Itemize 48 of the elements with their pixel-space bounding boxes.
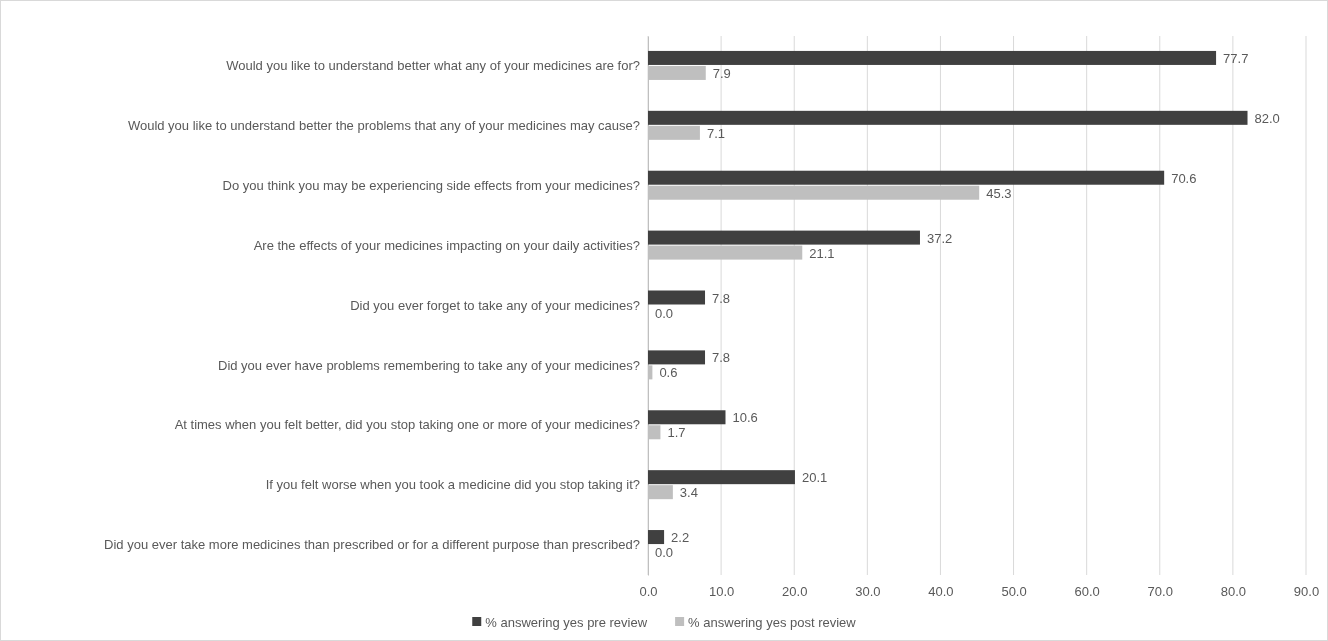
bar bbox=[648, 50, 1217, 65]
x-tick-label: 70.0 bbox=[1147, 584, 1173, 600]
bar bbox=[648, 110, 1248, 125]
bar bbox=[648, 290, 706, 305]
bar bbox=[648, 530, 665, 545]
bar bbox=[648, 350, 706, 365]
y-tick-label: Did you ever forget to take any of your medicines? bbox=[350, 297, 640, 313]
x-tick-label: 10.0 bbox=[708, 584, 735, 600]
data-label: 10.6 bbox=[732, 410, 758, 426]
x-tick-label: 40.0 bbox=[928, 584, 954, 600]
data-label: 77.7 bbox=[1223, 50, 1249, 66]
y-tick-label: If you felt worse when you took a medicine did you stop taking it? bbox=[265, 477, 640, 493]
data-label: 20.1 bbox=[801, 470, 828, 486]
data-label: 0.6 bbox=[659, 365, 678, 381]
data-label: 45.3 bbox=[986, 185, 1012, 201]
data-label: 70.6 bbox=[1171, 170, 1197, 186]
data-label: 1.7 bbox=[667, 425, 686, 441]
y-tick-label: Would you like to understand better the problems that any of your medicines may cause? bbox=[127, 117, 640, 133]
data-label: 2.2 bbox=[671, 530, 690, 546]
data-label: 0.0 bbox=[655, 545, 674, 561]
x-tick-label: 90.0 bbox=[1293, 584, 1320, 600]
data-label: 3.4 bbox=[679, 485, 698, 501]
data-label: 7.1 bbox=[706, 125, 725, 141]
data-label: 7.9 bbox=[712, 65, 731, 81]
bar bbox=[648, 170, 1165, 185]
bar bbox=[648, 410, 726, 425]
data-label: 82.0 bbox=[1254, 110, 1280, 126]
data-label: 37.2 bbox=[926, 230, 953, 246]
legend-label: % answering yes pre review bbox=[485, 614, 648, 630]
y-tick-label: Are the effects of your medicines impacting on your daily activities? bbox=[253, 237, 640, 253]
y-tick-label: Do you think you may be experiencing side effects from your medicines? bbox=[222, 177, 640, 193]
x-tick-label: 60.0 bbox=[1074, 584, 1100, 600]
bar bbox=[648, 470, 795, 485]
data-label: 7.8 bbox=[712, 290, 731, 306]
x-tick-label: 50.0 bbox=[1001, 584, 1027, 600]
data-label: 0.0 bbox=[655, 305, 674, 321]
data-label: 21.1 bbox=[809, 245, 835, 261]
x-tick-label: 0.0 bbox=[639, 584, 658, 600]
y-tick-label: At times when you felt better, did you stop taking one or more of your medicines? bbox=[174, 417, 640, 433]
data-label: 7.8 bbox=[712, 350, 731, 366]
bar bbox=[648, 230, 920, 245]
y-tick-label: Did you ever have problems remembering to take any of your medicines? bbox=[218, 357, 640, 373]
x-tick-label: 20.0 bbox=[782, 584, 808, 600]
y-tick-label: Did you ever take more medicines than prescribed or for a different purpose than prescribed? bbox=[104, 537, 640, 553]
legend-label: % answering yes post review bbox=[688, 614, 857, 630]
y-tick-label: Would you like to understand better what any of your medicines are for? bbox=[226, 58, 640, 74]
x-tick-label: 80.0 bbox=[1220, 584, 1247, 600]
x-tick-label: 30.0 bbox=[855, 584, 881, 600]
